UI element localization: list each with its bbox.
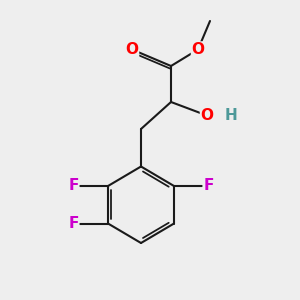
Text: O: O [200,108,214,123]
Text: O: O [191,42,205,57]
Text: O: O [125,42,139,57]
Text: F: F [203,178,214,194]
Text: H: H [225,108,237,123]
Text: F: F [68,216,79,231]
Text: H: H [225,108,237,123]
Text: F: F [68,178,79,194]
